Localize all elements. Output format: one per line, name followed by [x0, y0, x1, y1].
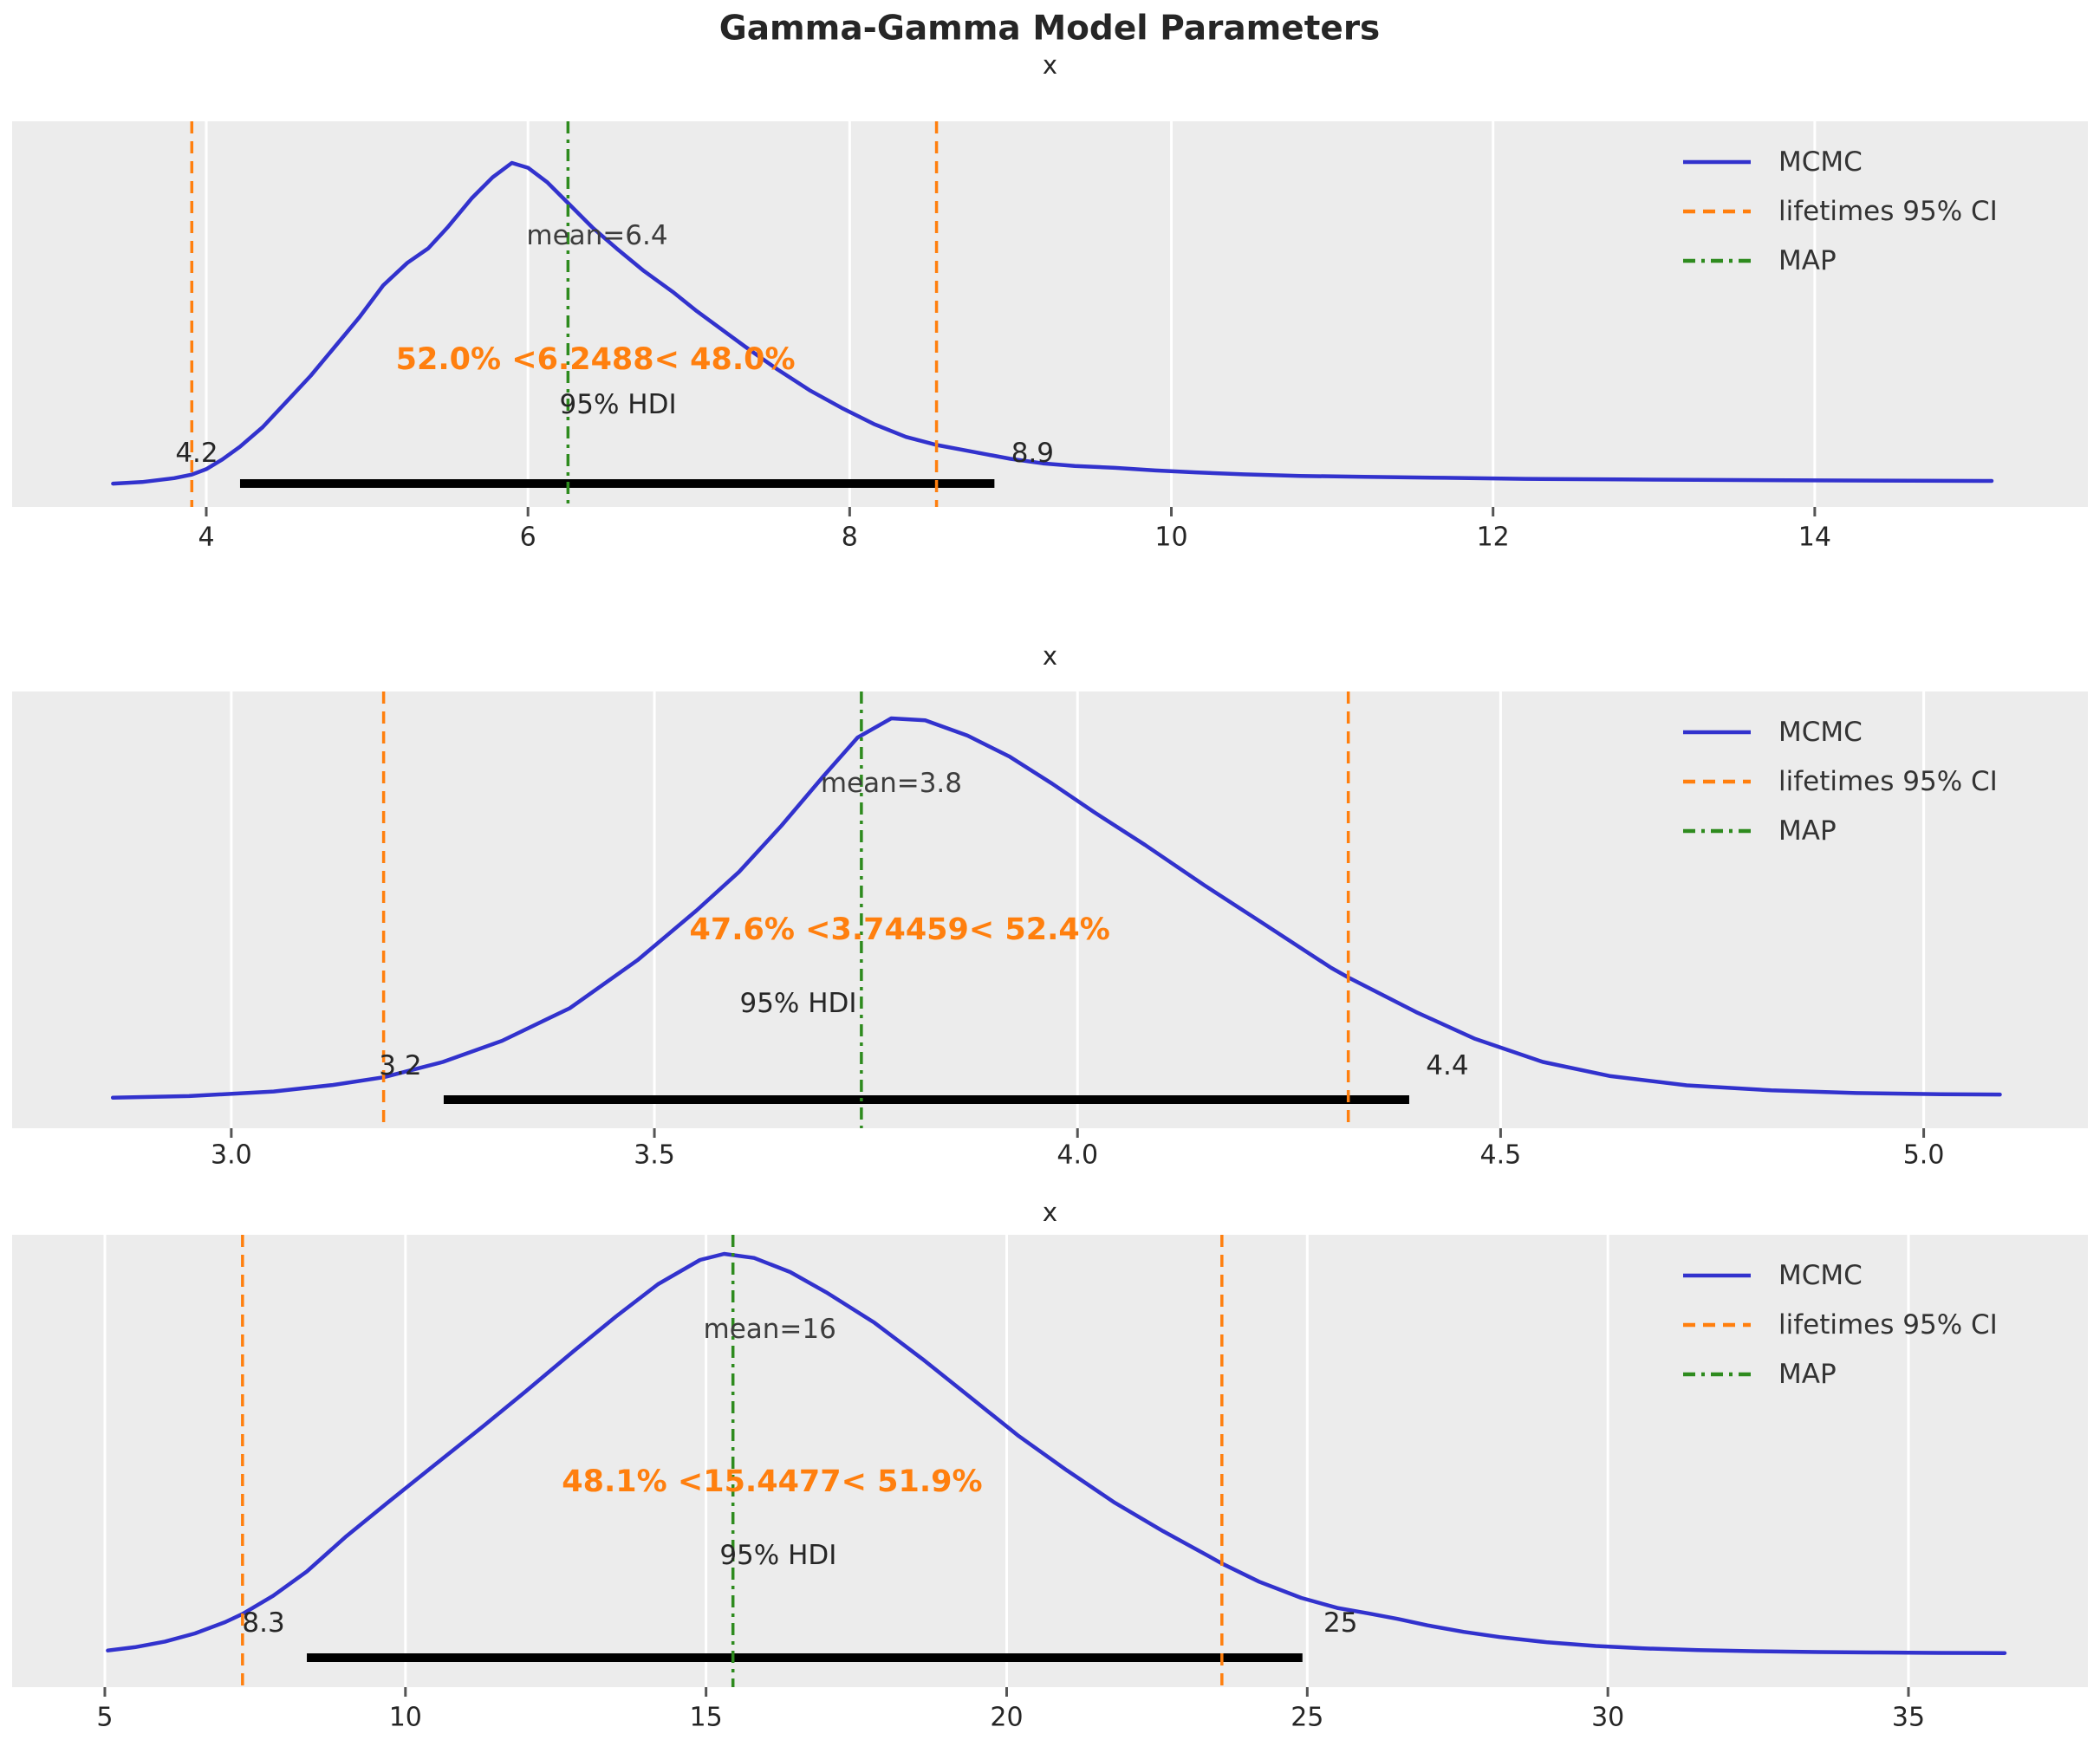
axes-background — [12, 1235, 2088, 1687]
dashed-line-icon — [1683, 209, 1751, 214]
dashed-line-icon — [1683, 779, 1751, 784]
x-tick-label: 4 — [198, 522, 215, 553]
x-tick-label: 15 — [689, 1702, 723, 1733]
legend-label: MAP — [1778, 815, 1837, 847]
axes-background — [12, 691, 2088, 1128]
legend-item-mcmc: MCMC — [1681, 146, 1998, 178]
legend-label: MCMC — [1778, 146, 1863, 178]
subplot-1-title: x — [1042, 50, 1058, 80]
dashdot-line-icon — [1683, 258, 1751, 263]
legend-item-ci: lifetimes 95% CI — [1681, 766, 1998, 797]
legend-item-ci: lifetimes 95% CI — [1681, 1309, 1998, 1341]
x-tick-label: 14 — [1798, 522, 1831, 553]
mcmc-line-icon — [1683, 1273, 1751, 1278]
hdi-upper-value: 4.4 — [1426, 1050, 1469, 1081]
legend-label: MCMC — [1778, 1260, 1863, 1291]
legend-label: lifetimes 95% CI — [1778, 196, 1998, 227]
dashdot-line-icon — [1683, 828, 1751, 834]
legend-label: lifetimes 95% CI — [1778, 1309, 1998, 1341]
legend-label: MAP — [1778, 1359, 1837, 1390]
legend: MCMC lifetimes 95% CI MAP — [1681, 1260, 1998, 1390]
mcmc-kde-curve — [110, 716, 2002, 1100]
mean-annotation: mean=16 — [703, 1314, 836, 1345]
mcmc-line-icon — [1683, 159, 1751, 165]
hdi-lower-value: 8.3 — [242, 1607, 285, 1639]
legend-label: MAP — [1778, 245, 1837, 276]
x-tick-label: 5 — [96, 1702, 114, 1733]
axes-background — [12, 121, 2088, 507]
x-tick-label: 5.0 — [1902, 1139, 1945, 1171]
figure-title: Gamma-Gamma Model Parameters — [718, 9, 1381, 49]
ci-interval-annotation: 48.1% <15.4477< 51.9% — [562, 1464, 983, 1499]
hdi-upper-value: 25 — [1323, 1607, 1358, 1639]
x-tick-label: 3.0 — [211, 1139, 252, 1171]
mean-annotation: mean=6.4 — [526, 220, 668, 251]
mcmc-line-icon — [1683, 730, 1751, 735]
hdi-label: 95% HDI — [719, 1540, 837, 1571]
dashdot-line-icon — [1683, 1372, 1751, 1377]
hdi-lower-value: 3.2 — [379, 1050, 422, 1081]
legend-item-map: MAP — [1681, 815, 1998, 847]
legend: MCMC lifetimes 95% CI MAP — [1681, 146, 1998, 276]
x-tick-label: 8 — [841, 522, 858, 553]
subplot-3-title: x — [1042, 1198, 1058, 1227]
mcmc-kde-curve — [106, 1251, 2007, 1655]
legend-item-map: MAP — [1681, 1359, 1998, 1390]
legend-item-mcmc: MCMC — [1681, 1260, 1998, 1291]
legend-item-map: MAP — [1681, 245, 1998, 276]
dashed-line-icon — [1683, 1322, 1751, 1328]
x-tick-label: 30 — [1591, 1702, 1625, 1733]
x-tick-label: 35 — [1891, 1702, 1926, 1733]
ci-interval-annotation: 47.6% <3.74459< 52.4% — [689, 912, 1110, 947]
legend-label: MCMC — [1778, 717, 1863, 748]
hdi-label: 95% HDI — [559, 389, 677, 420]
x-tick-label: 6 — [519, 522, 536, 553]
x-tick-label: 3.5 — [634, 1139, 675, 1171]
mcmc-kde-curve — [111, 160, 1994, 486]
x-tick-label: 20 — [990, 1702, 1024, 1733]
subplot-2-title: x — [1042, 641, 1058, 671]
x-tick-label: 10 — [1154, 522, 1188, 553]
x-tick-label: 12 — [1476, 522, 1510, 553]
hdi-label: 95% HDI — [739, 988, 857, 1019]
x-tick-label: 10 — [388, 1702, 422, 1733]
ci-interval-annotation: 52.0% <6.2488< 48.0% — [395, 342, 796, 377]
legend: MCMC lifetimes 95% CI MAP — [1681, 717, 1998, 847]
x-tick-label: 4.0 — [1057, 1139, 1099, 1171]
x-tick-label: 4.5 — [1479, 1139, 1522, 1171]
x-tick-label: 25 — [1291, 1702, 1324, 1733]
legend-label: lifetimes 95% CI — [1778, 766, 1998, 797]
hdi-upper-value: 8.9 — [1011, 438, 1055, 469]
mean-annotation: mean=3.8 — [820, 768, 963, 799]
legend-item-ci: lifetimes 95% CI — [1681, 196, 1998, 227]
legend-item-mcmc: MCMC — [1681, 717, 1998, 748]
hdi-lower-value: 4.2 — [175, 438, 218, 469]
